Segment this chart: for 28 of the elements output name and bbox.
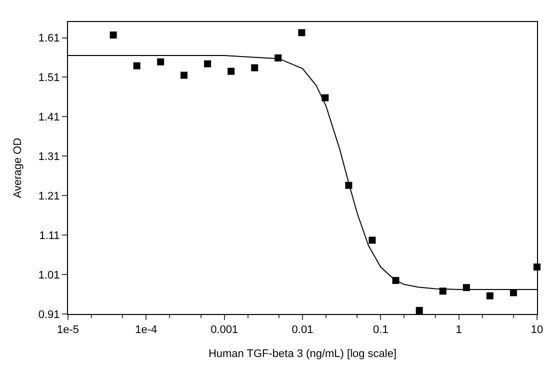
x-tick-label: 1e-5 [56, 324, 80, 336]
x-tick-label: 10 [530, 324, 544, 336]
point [416, 306, 423, 314]
y-tick-label: 1.11 [39, 230, 60, 242]
y-tick-label: 1.41 [38, 112, 60, 124]
y-tick-label: 1.21 [38, 190, 60, 202]
point [110, 32, 117, 39]
y-tick-label: 1.51 [38, 72, 60, 84]
point [157, 58, 164, 66]
y-tick-label: 1.31 [38, 151, 60, 164]
y-tick-label: 1.01 [38, 269, 60, 282]
point [298, 29, 306, 36]
y-tick-label: 1.61 [38, 32, 60, 45]
point [180, 72, 188, 79]
x-tick-label: 0.001 [210, 324, 238, 336]
point [368, 236, 376, 244]
x-tick-label: 0.01 [292, 324, 314, 336]
x-tick-label: 1 [456, 324, 462, 336]
point [486, 292, 494, 300]
x-axis-title: Human TGF-beta 3 (ng/mL) [log scale] [208, 348, 397, 360]
x-tick-label: 0.1 [373, 324, 388, 336]
point [251, 64, 258, 72]
x-tick-label: 1e-4 [135, 324, 158, 336]
point [133, 62, 140, 70]
y-axis-title: Average OD [12, 138, 24, 198]
point [204, 60, 212, 68]
y-tick-label: 0.91 [38, 308, 60, 321]
point [228, 68, 235, 75]
